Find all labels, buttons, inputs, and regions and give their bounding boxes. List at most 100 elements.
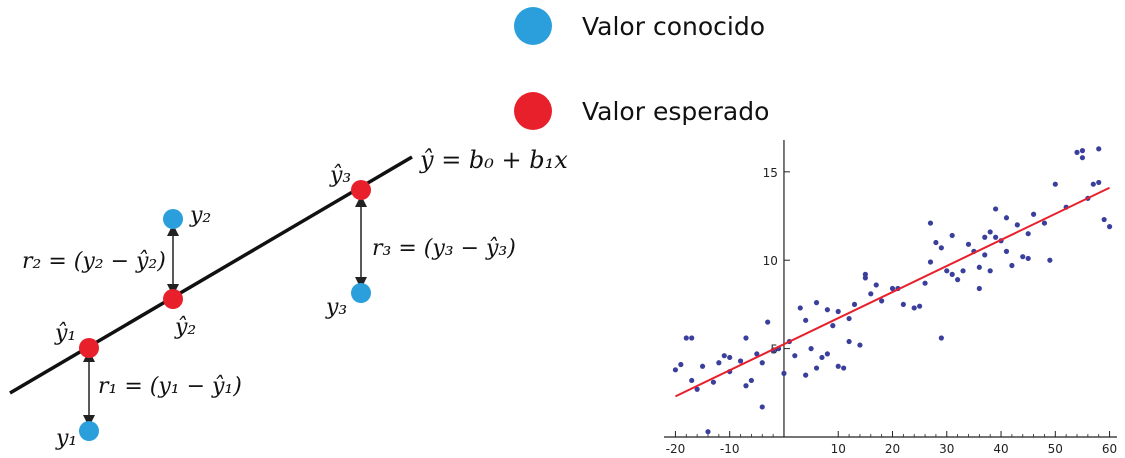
scatter-point — [699, 363, 706, 369]
legend-known-label: Valor conocido — [582, 11, 765, 41]
x-tick-label: 50 — [1048, 442, 1063, 456]
scatter-point — [857, 342, 863, 348]
scatter-point — [1101, 216, 1107, 223]
scatter-point — [933, 239, 939, 246]
scatter-point — [710, 379, 717, 385]
expected-point-1 — [79, 338, 99, 358]
scatter-point — [960, 268, 966, 274]
known-point-3 — [351, 283, 371, 303]
scatter-point — [1079, 155, 1086, 161]
expected-label-3: ŷ₃ — [329, 163, 351, 188]
scatter-point — [824, 307, 830, 313]
scatter-point — [1025, 231, 1031, 237]
scatter-point — [938, 335, 944, 341]
scatter-point — [1096, 146, 1102, 152]
scatter-point — [917, 303, 923, 309]
expected-label-2: ŷ₂ — [174, 315, 196, 340]
scatter-point — [743, 383, 749, 389]
scatter-point — [879, 298, 885, 304]
scatter-point — [944, 268, 950, 274]
y-tick-label: 10 — [763, 254, 778, 268]
fit-line — [674, 186, 1111, 398]
scatter-point — [694, 386, 700, 392]
scatter-point — [835, 363, 841, 369]
legend-expected: Valor esperado — [514, 92, 769, 130]
x-tick-label: -10 — [720, 442, 740, 456]
scatter-point — [737, 358, 744, 364]
scatter-point — [1041, 220, 1048, 226]
scatter-point — [900, 301, 906, 308]
residual-label-3: r₃ = (y₃ − ŷ₃) — [372, 236, 516, 261]
scatter-point — [1096, 179, 1102, 186]
x-tick-label: 40 — [993, 442, 1008, 456]
chart-fit — [674, 186, 1111, 398]
scatter-point — [976, 264, 982, 270]
scatter-point — [689, 377, 695, 384]
scatter-point — [748, 377, 755, 384]
scatter-point — [1003, 215, 1010, 221]
scatter-point — [808, 346, 814, 352]
legend-expected-dot — [514, 92, 552, 130]
scatter-point — [813, 300, 820, 306]
scatter-point — [987, 229, 993, 235]
scatter-point — [982, 234, 988, 240]
scatter-point — [1074, 149, 1080, 155]
scatter-point — [862, 275, 868, 281]
scatter-point — [927, 259, 934, 265]
scatter-point — [1003, 248, 1010, 254]
scatter-point — [976, 285, 982, 292]
scatter-point — [1052, 181, 1058, 187]
expected-point-3 — [351, 180, 371, 200]
scatter-point — [830, 323, 836, 329]
scatter-point — [927, 220, 934, 226]
x-tick-label: 10 — [831, 442, 846, 456]
x-tick-label: 60 — [1102, 442, 1117, 456]
scatter-point — [1079, 148, 1086, 154]
scatter-point — [841, 365, 847, 371]
residual-diagram: ŷ = b₀ + b₁x y₁ y₂ y₃ ŷ₁ ŷ₂ ŷ₃ r₁ = (y₁ … — [9, 146, 568, 451]
scatter-point — [683, 335, 689, 341]
scatter-point — [911, 305, 917, 311]
scatter-point — [1106, 224, 1113, 230]
scatter-point — [987, 268, 993, 274]
scatter-point — [938, 245, 944, 251]
scatter-point — [949, 271, 955, 277]
scatter-point — [727, 354, 733, 361]
residual-label-2: r₂ = (y₂ − ŷ₂) — [22, 249, 166, 274]
scatter-point — [721, 353, 727, 359]
x-tick-label: 30 — [939, 442, 954, 456]
scatter-point — [1047, 257, 1053, 263]
known-label-1: y₁ — [55, 426, 77, 451]
chart-points — [672, 146, 1113, 435]
scatter-point — [759, 360, 765, 366]
legend-known-dot — [514, 7, 552, 45]
y-tick-label: 15 — [763, 166, 778, 180]
scatter-point — [982, 252, 988, 258]
scatter-point — [792, 353, 798, 359]
known-label-3: y₃ — [325, 295, 347, 320]
scatter-point — [993, 206, 999, 212]
scatter-point — [846, 315, 852, 322]
scatter-point — [797, 305, 803, 311]
scatter-point — [705, 429, 711, 435]
scatter-point — [754, 351, 760, 357]
scatter-point — [759, 404, 765, 410]
scatter-point — [813, 365, 820, 371]
scatter-point — [765, 319, 771, 325]
scatter-point — [1009, 262, 1015, 269]
residual-label-1: r₁ = (y₁ − ŷ₁) — [98, 374, 242, 399]
regression-line — [9, 155, 413, 395]
expected-label-1: ŷ₁ — [54, 321, 76, 346]
scatter-point — [716, 360, 722, 366]
known-label-2: y₂ — [189, 203, 211, 228]
scatter-point — [1025, 255, 1031, 262]
scatter-point — [819, 354, 825, 361]
scatter-point — [1014, 222, 1020, 228]
expected-point-2 — [163, 289, 183, 309]
known-point-2 — [163, 209, 183, 229]
x-tick-label: -20 — [666, 442, 686, 456]
chart-ticks: -20-1010203040506051015 — [666, 166, 1118, 456]
scatter-chart: -20-1010203040506051015 — [664, 140, 1118, 456]
scatter-point — [955, 277, 961, 283]
scatter-point — [1030, 211, 1037, 217]
